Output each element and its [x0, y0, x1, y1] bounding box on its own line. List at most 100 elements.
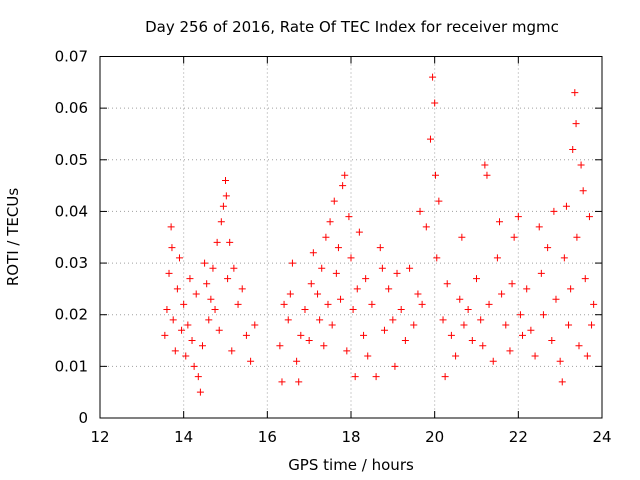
data-point	[355, 228, 363, 236]
y-tick-label: 0.01	[55, 357, 88, 375]
data-point	[496, 218, 504, 226]
data-point	[171, 347, 179, 355]
data-point	[305, 337, 313, 345]
y-tick-label: 0.05	[55, 151, 88, 169]
data-point	[418, 300, 426, 308]
x-tick-label: 22	[509, 428, 528, 446]
data-point	[322, 233, 330, 241]
data-point	[523, 285, 531, 293]
x-tick-label: 12	[90, 428, 109, 446]
data-point	[406, 264, 414, 272]
x-tick-label: 18	[341, 428, 360, 446]
data-point	[443, 280, 451, 288]
data-point	[393, 269, 401, 277]
data-point	[175, 254, 183, 262]
data-point	[297, 331, 305, 339]
data-point	[326, 218, 334, 226]
data-point	[493, 254, 501, 262]
data-point	[552, 295, 560, 303]
data-point	[230, 264, 238, 272]
data-point	[203, 280, 211, 288]
data-point	[468, 337, 476, 345]
data-point	[362, 275, 370, 283]
data-point	[535, 223, 543, 231]
data-point	[341, 171, 349, 179]
data-point	[167, 223, 175, 231]
data-point	[431, 99, 439, 107]
data-point	[391, 362, 399, 370]
data-point	[380, 326, 388, 334]
data-point	[498, 290, 506, 298]
data-point	[458, 233, 466, 241]
data-point	[460, 321, 468, 329]
data-point	[293, 357, 301, 365]
y-tick-label: 0.03	[55, 254, 88, 272]
data-point	[506, 347, 514, 355]
data-point	[429, 73, 437, 81]
data-point	[165, 269, 173, 277]
data-point	[575, 342, 583, 350]
data-point	[168, 244, 176, 252]
data-point	[288, 259, 296, 267]
data-point	[556, 357, 564, 365]
x-axis-label: GPS time / hours	[288, 456, 414, 474]
data-point	[531, 352, 539, 360]
data-point	[473, 275, 480, 283]
data-point	[483, 171, 491, 179]
data-point	[573, 233, 581, 241]
data-point	[198, 342, 206, 350]
data-point	[222, 192, 230, 200]
data-point	[173, 285, 181, 293]
data-point	[502, 321, 510, 329]
data-point	[447, 331, 455, 339]
data-point	[577, 161, 585, 169]
data-point	[180, 300, 188, 308]
y-axis-label: ROTI / TECUs	[4, 188, 22, 286]
data-point	[385, 285, 393, 293]
y-tick-label: 0.07	[55, 48, 88, 66]
data-point	[516, 311, 524, 319]
data-point	[194, 373, 202, 381]
data-point	[539, 311, 547, 319]
data-point	[441, 373, 449, 381]
data-point	[209, 264, 217, 272]
data-point	[464, 306, 472, 314]
data-point	[489, 357, 497, 365]
data-point	[247, 357, 255, 365]
data-point	[196, 388, 204, 396]
data-point	[537, 269, 545, 277]
data-point	[422, 223, 430, 231]
data-point	[456, 295, 464, 303]
data-point	[320, 342, 328, 350]
y-tick-label: 0.02	[55, 306, 88, 324]
data-point	[452, 352, 460, 360]
data-point	[286, 290, 294, 298]
data-point	[581, 275, 589, 283]
data-point	[527, 326, 535, 334]
data-point	[519, 331, 527, 339]
data-point	[353, 285, 361, 293]
data-point	[508, 280, 516, 288]
data-point	[432, 171, 440, 179]
x-tick-label: 24	[592, 428, 611, 446]
data-point	[426, 135, 434, 143]
data-point	[215, 326, 223, 334]
data-point	[276, 342, 284, 350]
data-point	[316, 316, 324, 324]
data-point	[217, 218, 225, 226]
data-point	[169, 316, 177, 324]
data-point	[389, 316, 397, 324]
data-point	[585, 213, 593, 221]
y-tick-label: 0	[78, 409, 88, 427]
data-point	[562, 202, 570, 210]
data-point	[485, 300, 493, 308]
data-point	[184, 321, 192, 329]
y-tick-labels: 0 0.01 0.02 0.03 0.04 0.05 0.06 0.07	[55, 48, 88, 428]
axis-ticks	[99, 56, 603, 419]
data-point	[376, 244, 384, 252]
data-point	[414, 290, 422, 298]
data-point	[351, 373, 359, 381]
data-point	[558, 378, 566, 386]
data-point	[360, 331, 368, 339]
y-tick-label: 0.04	[55, 202, 88, 220]
